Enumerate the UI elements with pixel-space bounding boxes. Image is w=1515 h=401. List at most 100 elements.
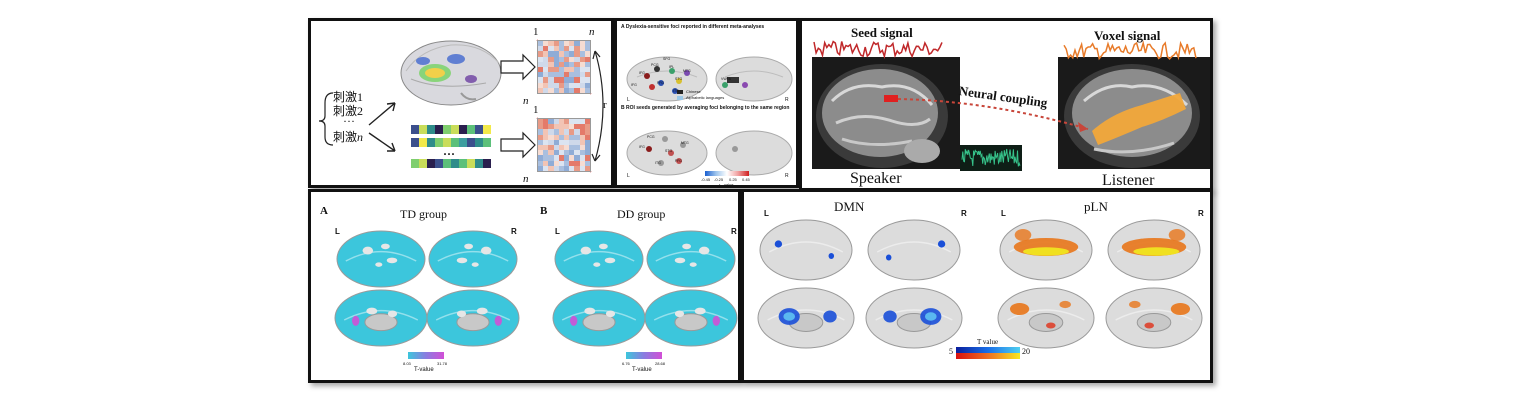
foci-label: ITG <box>673 89 679 93</box>
matrix-cell <box>558 61 564 67</box>
dmn-title: DMN <box>834 199 865 214</box>
matrix-cell <box>543 129 549 135</box>
matrix-cell <box>558 119 564 125</box>
matrix-cell <box>579 155 585 161</box>
bar-segment <box>483 159 491 168</box>
matrix-cell <box>553 119 559 125</box>
colorbar-tick-4: 0.45 <box>742 177 750 182</box>
matrix-cell <box>548 155 554 161</box>
matrix-cell <box>569 46 575 52</box>
td-brain-left-lateral <box>336 230 426 288</box>
matrix-cell <box>574 66 580 73</box>
matrix-cell <box>569 41 575 47</box>
dd-colorbar-label: T-value <box>632 367 652 373</box>
matrix-cell <box>548 56 554 62</box>
matrix-cell <box>548 51 554 57</box>
matrix-cell <box>563 124 570 130</box>
matrix-cell <box>558 56 564 62</box>
panel5-graphics <box>757 219 1203 349</box>
matrix-cell <box>558 129 564 135</box>
pln-side-r: R <box>1198 209 1204 218</box>
foci-label: IFG <box>639 145 645 149</box>
matrix-cell <box>558 160 564 166</box>
matrix-cell <box>553 155 559 161</box>
matrix-cell <box>569 124 575 130</box>
matrix-cell <box>548 61 554 67</box>
matrix-cell <box>569 56 575 62</box>
matrix-cell <box>579 82 585 88</box>
brace-icon <box>318 92 334 146</box>
matrix-cell <box>538 66 544 73</box>
matrix-cell <box>579 150 585 156</box>
matrix-cell <box>553 165 559 171</box>
matrix-cell <box>563 139 570 145</box>
matrix-cell <box>579 56 585 62</box>
matrix-cell <box>579 46 585 52</box>
seed-signal-trace <box>813 40 943 60</box>
matrix-cell <box>563 56 570 62</box>
foci-label: STG <box>675 77 683 81</box>
panel4-graphics <box>334 230 738 347</box>
matrix-cell <box>579 61 585 67</box>
td-brain-right-lateral <box>428 230 518 288</box>
matrix-cell <box>584 144 590 151</box>
matrix-cell <box>584 46 590 52</box>
panel2-graphics <box>626 56 793 176</box>
matrix-cell <box>548 82 554 88</box>
matrix-cell <box>569 165 575 171</box>
bar-segment <box>443 125 451 134</box>
matrix-cell <box>574 61 580 67</box>
matrix-cell <box>584 129 590 135</box>
matrix-cell <box>579 144 585 151</box>
bars-ellipsis: ··· <box>443 147 456 161</box>
matrix-cell <box>538 119 544 125</box>
matrix-cell <box>563 150 570 156</box>
matrix-cell <box>574 56 580 62</box>
matrix-cell <box>579 160 585 166</box>
matrix-cell <box>569 82 575 88</box>
bar-segment <box>427 125 435 134</box>
matrix-cell <box>538 144 544 151</box>
stimulus-ellipsis: ··· <box>343 114 355 128</box>
dd-colorbar-min: 6.76 <box>622 361 630 366</box>
dd-brain-left-medial <box>552 289 646 347</box>
matrix-cell <box>538 77 544 83</box>
bar-segment <box>459 159 467 168</box>
matrix-cell <box>579 77 585 83</box>
matrix-cell <box>584 134 590 140</box>
matrix-cell <box>563 144 570 151</box>
td-side-l: L <box>335 227 340 236</box>
matrix-cell <box>538 41 544 47</box>
matrix-cell <box>563 155 570 161</box>
panel3-graphics <box>812 40 1210 171</box>
arrow-to-bars-icon <box>368 132 396 152</box>
matrix-cell <box>584 72 590 78</box>
stimulus-n-label: 刺激n <box>333 128 363 145</box>
matrix-cell <box>563 72 570 78</box>
listener-label: Listener <box>1102 172 1155 189</box>
matrix-cell <box>543 51 549 57</box>
matrix-cell <box>569 155 575 161</box>
matrix-cell <box>579 119 585 125</box>
panel-td-dd-groups: A B TD group DD group L R L R 8.03 31.78… <box>308 189 741 383</box>
seed-signal-label: Seed signal <box>851 25 913 40</box>
foci-label: ITG <box>655 161 661 165</box>
matrix-cell <box>563 61 570 67</box>
bar-segment <box>459 138 467 147</box>
bar-segment <box>435 159 443 168</box>
matrix-cell <box>553 87 559 93</box>
bar-segment <box>419 159 427 168</box>
matrix-cell <box>538 134 544 140</box>
matrix-cell <box>574 150 580 156</box>
matrix-cell <box>569 72 575 78</box>
matrix-cell <box>563 46 570 52</box>
matrix-cell <box>553 124 559 130</box>
pln-brain-right-medial <box>1105 287 1203 349</box>
dmn-brain-right-lateral <box>867 219 961 281</box>
hollow-arrow-top-icon <box>500 53 536 81</box>
matrix-cell <box>584 82 590 88</box>
feature-bar-3 <box>411 159 491 168</box>
foci-label: STG <box>665 149 673 153</box>
voxel-signal-trace <box>1063 40 1197 61</box>
matrix-cell <box>574 77 580 83</box>
